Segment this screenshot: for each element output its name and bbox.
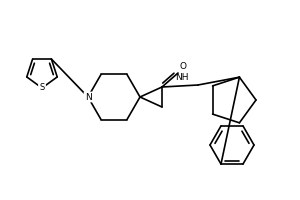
Text: N: N (85, 92, 92, 102)
Text: O: O (180, 62, 187, 71)
Text: S: S (39, 84, 45, 92)
Text: NH: NH (175, 73, 189, 82)
